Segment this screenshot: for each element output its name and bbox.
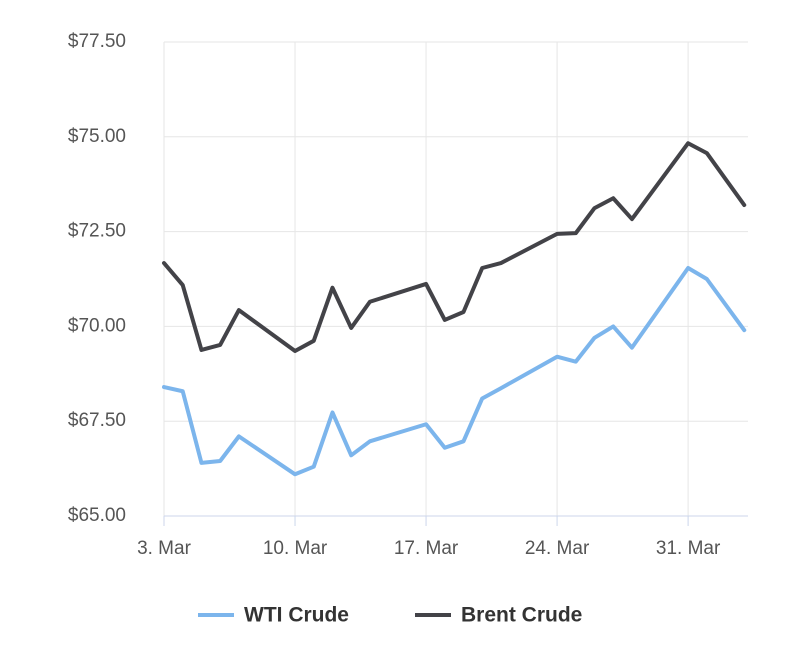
y-tick-label: $65.00 xyxy=(68,505,126,526)
legend-label[interactable]: WTI Crude xyxy=(244,604,349,627)
y-tick-label: $67.50 xyxy=(68,410,126,431)
x-tick-label: 31. Mar xyxy=(656,538,721,559)
x-tick-label: 10. Mar xyxy=(263,538,328,559)
y-tick-label: $77.50 xyxy=(68,31,126,52)
y-tick-label: $72.50 xyxy=(68,221,126,242)
legend-label[interactable]: Brent Crude xyxy=(461,604,582,627)
x-tick-label: 17. Mar xyxy=(394,538,459,559)
y-tick-label: $70.00 xyxy=(68,315,126,336)
series-line xyxy=(162,266,747,477)
series-line xyxy=(162,141,747,354)
x-tick-label: 24. Mar xyxy=(525,538,590,559)
x-tick-label: 3. Mar xyxy=(137,538,192,559)
y-tick-label: $75.00 xyxy=(68,126,126,147)
